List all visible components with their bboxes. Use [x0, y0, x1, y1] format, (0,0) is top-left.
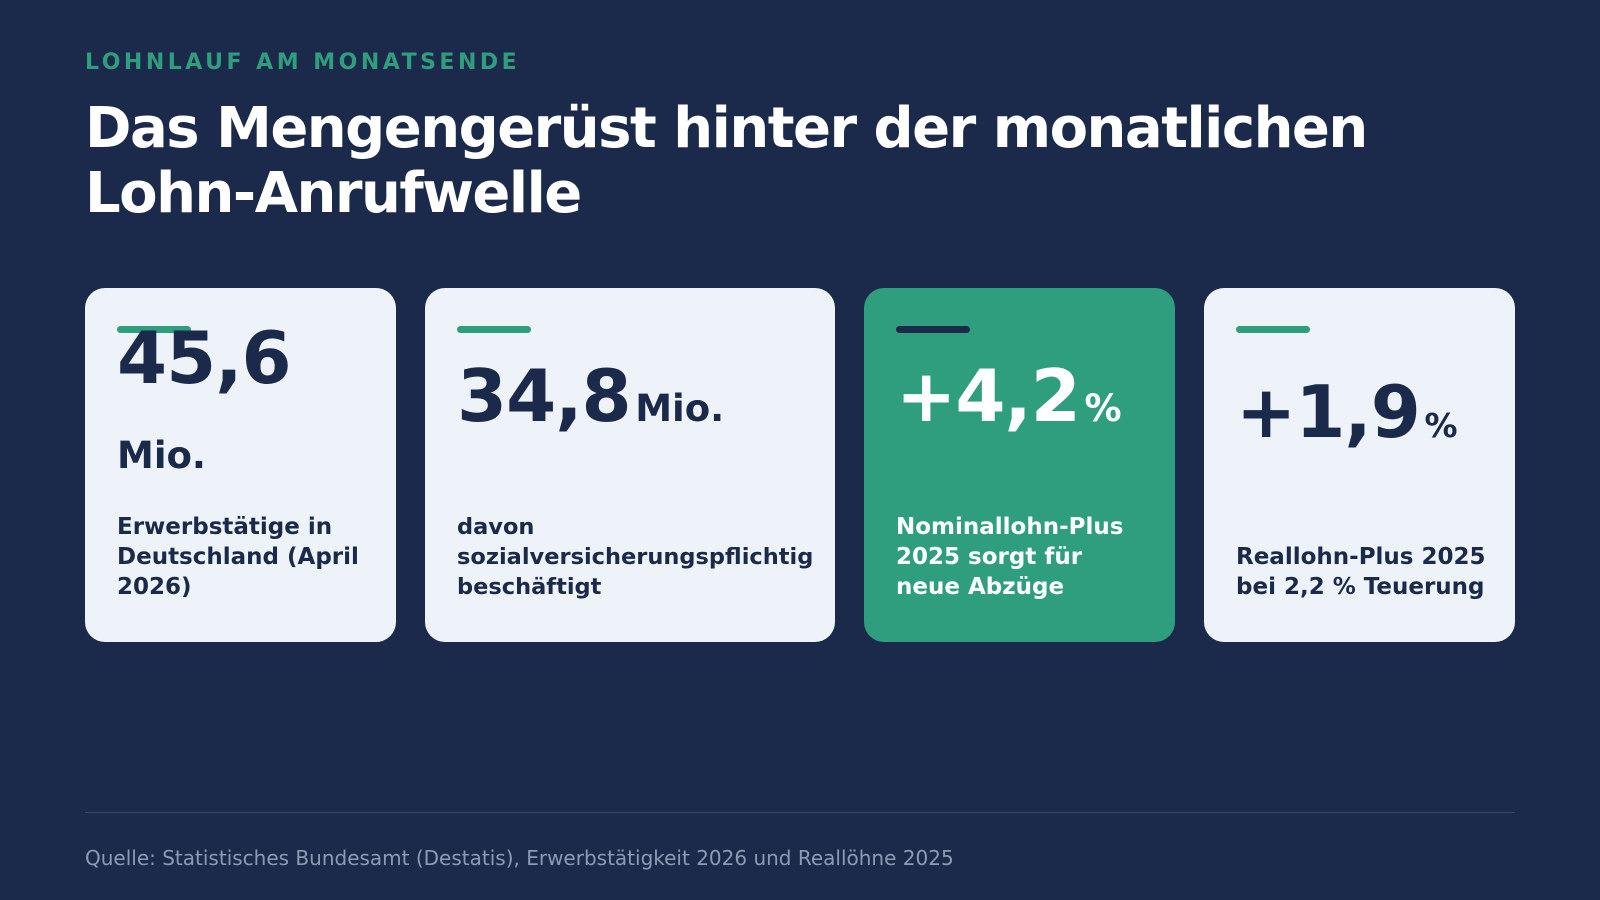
stat-value-unit: % — [1424, 406, 1458, 445]
stat-value-number: 45,6 — [117, 316, 292, 400]
stat-value-unit: Mio. — [117, 434, 206, 477]
stat-label: Nominallohn-Plus 2025 sorgt für neue Abz… — [896, 514, 1124, 600]
card-accent-bar — [1236, 326, 1310, 333]
stat-value: 45,6 — [117, 316, 292, 400]
stat-label: Erwerbstätige in Deutschland (April 2026… — [117, 514, 359, 600]
stat-card-employed: 45,6 Mio. Erwerbstätige in Deutschland (… — [85, 288, 396, 642]
stat-value-number: +1,9 — [1236, 370, 1421, 454]
page-title: Das Mengengerüst hinter der monatlichen … — [85, 96, 1368, 226]
stat-value: 34,8 Mio. — [457, 354, 724, 438]
stat-label: Reallohn-Plus 2025 bei 2,2 % Teuerung — [1236, 544, 1486, 600]
card-accent-bar — [896, 326, 970, 333]
stat-card-real-wage: +1,9 % Reallohn-Plus 2025 bei 2,2 % Teue… — [1204, 288, 1515, 642]
card-accent-bar — [117, 326, 191, 333]
card-accent-bar — [457, 326, 531, 333]
stat-value-number: 34,8 — [457, 354, 632, 438]
stat-card-nominal-wage: +4,2 % Nominallohn-Plus 2025 sorgt für n… — [864, 288, 1175, 642]
stat-value-unit: Mio. — [635, 387, 725, 430]
stat-value: +1,9 % — [1236, 370, 1458, 454]
stat-value-number: +4,2 — [896, 354, 1081, 438]
stat-value-unit: % — [1084, 387, 1122, 430]
eyebrow: LOHNLAUF AM MONATSENDE — [85, 50, 521, 75]
stat-label: davon sozialversicherungspflichtig besch… — [457, 514, 814, 600]
stat-value: +4,2 % — [896, 354, 1122, 438]
stat-card-insured: 34,8 Mio. davon sozialversicherungspflic… — [425, 288, 835, 642]
source-note: Quelle: Statistisches Bundesamt (Destati… — [85, 846, 954, 870]
footer-divider — [85, 812, 1515, 813]
